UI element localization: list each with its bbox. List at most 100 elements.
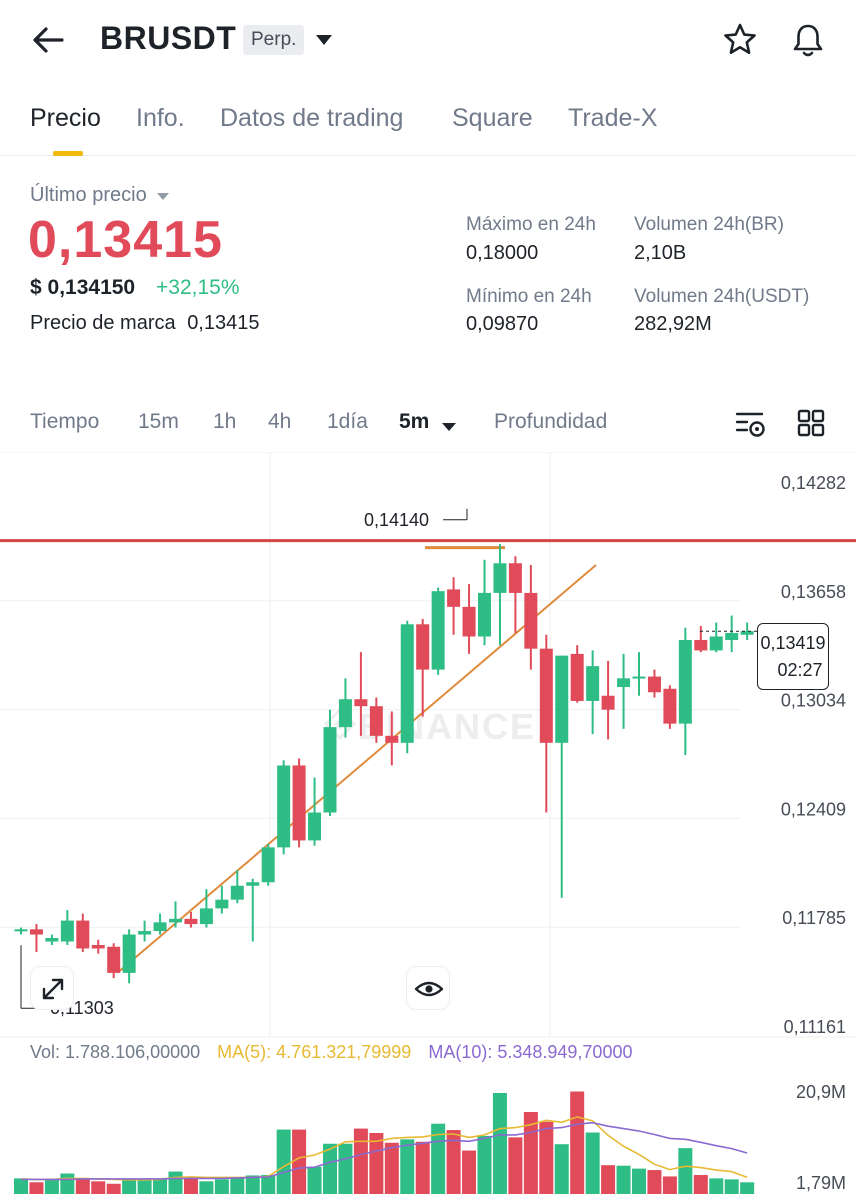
caret-down-icon (157, 192, 170, 200)
binance-watermark: BINANCE (323, 706, 536, 747)
volume-bar (230, 1177, 245, 1194)
interval-15m[interactable]: 15m (138, 410, 179, 433)
volume-bar (632, 1168, 646, 1194)
interval-tiempo[interactable]: Tiempo (30, 410, 100, 433)
fullscreen-expand-icon[interactable] (30, 966, 74, 1010)
kline-chart[interactable]: BINANCE 0,14140 0,11303 0,14282 0,13658 0,1… (0, 452, 856, 1200)
high-24h-value: 0,18000 (466, 242, 539, 264)
price-axis-label: 0,11785 (782, 908, 846, 928)
volume-axis-label: 20,9M (796, 1082, 846, 1102)
candle-body (261, 847, 275, 883)
candle-body (539, 648, 553, 743)
volume-bar (369, 1132, 384, 1194)
symbol-title[interactable]: BRUSDT (100, 20, 237, 56)
ma10-line (21, 1121, 748, 1181)
volume-bar (539, 1121, 554, 1194)
tab-precio[interactable]: Precio (30, 104, 101, 132)
volume-bar (44, 1179, 59, 1194)
chart-settings-icon[interactable] (734, 408, 768, 440)
candle-body (246, 882, 260, 886)
candle-body (277, 765, 291, 848)
eye-icon[interactable] (406, 966, 450, 1010)
volume-base-value: 2,10B (634, 242, 687, 264)
volume-value: Vol: 1.788.106,00000 (30, 1042, 201, 1062)
candle-body (369, 706, 383, 736)
ma5-value: MA(5): 4.761.321,79999 (217, 1042, 412, 1062)
perpetual-badge: Perp. (243, 25, 305, 55)
interval-4h[interactable]: 4h (268, 410, 292, 433)
candle-body (663, 688, 677, 724)
candle-body (138, 931, 152, 935)
volume-bar (153, 1178, 168, 1194)
candle-body (647, 676, 661, 693)
volume-bar (616, 1165, 631, 1194)
last-price-value: 0,13415 (28, 211, 223, 269)
candle-body (338, 699, 352, 728)
candle-body (586, 666, 600, 701)
interval-1dia[interactable]: 1día (327, 410, 368, 433)
candle-body (462, 606, 476, 637)
volume-bar (477, 1135, 492, 1194)
volume-quote-value: 282,92M (634, 313, 712, 335)
tab-square[interactable]: Square (452, 104, 533, 132)
candle-body (323, 727, 337, 813)
candle-body (400, 624, 414, 743)
candle-body (725, 632, 739, 640)
back-arrow-icon[interactable] (28, 20, 68, 60)
interval-bar: Tiempo 15m 1h 4h 1día 5m Profundidad (0, 400, 856, 446)
candle-body (431, 591, 445, 670)
candle-body (14, 929, 28, 932)
interval-5m[interactable]: 5m (399, 410, 430, 433)
volume-axis-label: 1,79M (796, 1173, 846, 1193)
usd-price: $ 0,134150 (30, 276, 136, 299)
candle-body (385, 735, 399, 743)
active-tab-indicator (53, 151, 83, 156)
volume-bar (724, 1179, 739, 1194)
volume-bar (276, 1129, 291, 1194)
price-axis-label: 0,13658 (781, 582, 846, 602)
volume-base-label: Volumen 24h(BR) (634, 214, 784, 235)
volume-bar (601, 1165, 616, 1194)
tab-datos-de-trading[interactable]: Datos de trading (220, 104, 404, 132)
volume-bar (14, 1178, 28, 1194)
price-axis-label: 0,12409 (781, 799, 846, 819)
price-axis-label: 0,13034 (781, 691, 846, 711)
bell-icon[interactable] (788, 20, 828, 60)
high-annotation-label: 0,14140 (364, 510, 429, 530)
candle-body (199, 908, 213, 925)
volume-bar (492, 1092, 507, 1194)
last-price-selector[interactable]: Último precio (30, 184, 170, 207)
low-24h-label: Mínimo en 24h (466, 286, 592, 307)
interval-1h[interactable]: 1h (213, 410, 237, 433)
symbol-dropdown-caret-icon[interactable] (312, 30, 336, 50)
candle-body (45, 938, 59, 942)
volume-bar (662, 1176, 677, 1194)
candle-body (153, 922, 167, 932)
volume-bar (462, 1150, 477, 1194)
interval-caret-icon[interactable] (441, 419, 457, 431)
candle-body (678, 639, 692, 724)
interval-profundidad[interactable]: Profundidad (494, 410, 608, 433)
volume-bar (446, 1130, 461, 1194)
volume-bar (307, 1166, 322, 1194)
high-24h-label: Máximo en 24h (466, 214, 596, 235)
layout-grid-icon[interactable] (796, 408, 826, 438)
volume-ma-legend: Vol: 1.788.106,00000 MA(5): 4.761.321,79… (30, 1042, 632, 1063)
tab-info[interactable]: Info. (136, 104, 185, 132)
candle-body (308, 812, 322, 841)
candle-body (76, 920, 90, 949)
candle-body (508, 563, 522, 593)
change-percentage: +32,15% (156, 276, 240, 299)
mark-price-row: Precio de marca 0,13415 (30, 312, 259, 335)
candle-body (122, 934, 136, 973)
last-price-label: Último precio (30, 184, 147, 206)
candle-body (617, 678, 631, 688)
volume-bar (647, 1170, 662, 1194)
volume-bar (570, 1091, 585, 1194)
volume-bar (585, 1132, 600, 1194)
watermark-text: BINANCE (358, 706, 536, 747)
candle-body (91, 944, 105, 949)
favorite-star-icon[interactable] (720, 20, 760, 60)
tab-trade-x[interactable]: Trade-X (568, 104, 658, 132)
